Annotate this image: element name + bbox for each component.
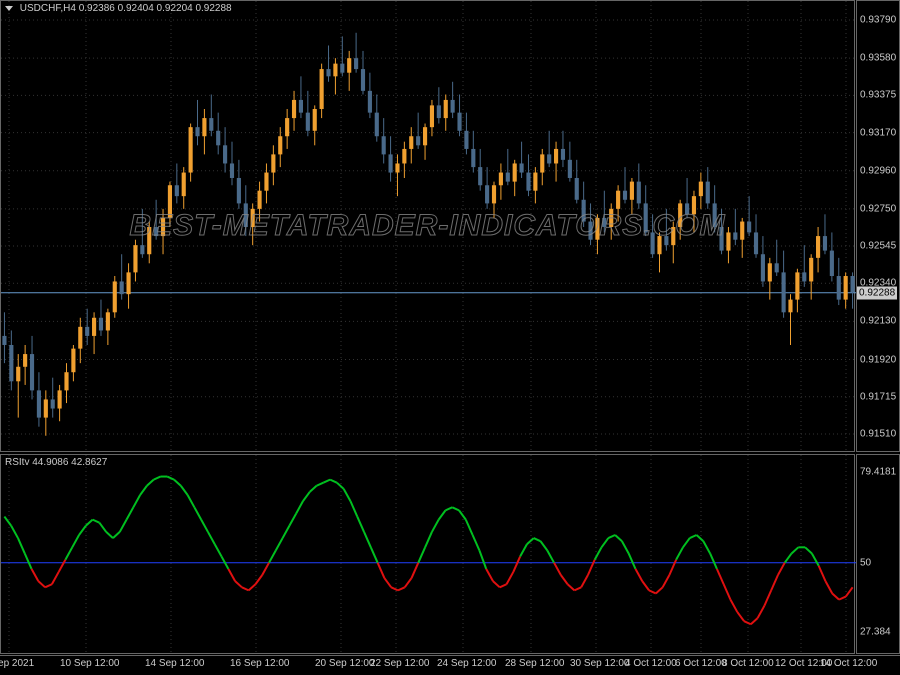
time-axis: 8 Sep 2021 10 Sep 12:00 14 Sep 12:00 16 Sep… [0,655,900,675]
time-tick: 30 Sep 12:00 [570,658,630,669]
time-tick: 28 Sep 12:00 [505,658,565,669]
indicator-axis: 79.4181 50 27.384 [856,454,900,654]
time-tick: 4 Oct 12:00 [625,658,677,669]
price-tick: 0.91510 [860,428,896,439]
time-tick: 16 Sep 12:00 [230,658,290,669]
chart-title: USDCHF,H4 0.92386 0.92404 0.92204 0.9228… [5,3,232,14]
price-tick: 0.93375 [860,90,896,101]
time-tick: 22 Sep 12:00 [370,658,430,669]
indicator-values: 44.9086 42.8627 [32,457,107,468]
price-tick: 0.92545 [860,241,896,252]
symbol-label: USDCHF,H4 [20,3,76,14]
price-chart-panel[interactable]: USDCHF,H4 0.92386 0.92404 0.92204 0.9228… [0,0,855,452]
price-tick: 0.92130 [860,316,896,327]
indicator-title: RSItv 44.9086 42.8627 [5,457,107,468]
price-axis: 0.93790 0.93580 0.93375 0.93170 0.92960 0.927… [856,0,900,452]
indicator-tick: 79.4181 [860,467,896,478]
watermark-text: BEST-METATRADER-INDICATORS.COM [129,209,725,243]
current-price-label: 0.92288 [857,286,897,299]
rsi-svg [1,455,856,655]
price-tick: 0.92960 [860,165,896,176]
price-tick: 0.93170 [860,127,896,138]
time-tick: 6 Oct 12:00 [675,658,727,669]
price-tick: 0.91715 [860,391,896,402]
chevron-down-icon[interactable] [5,6,13,11]
time-tick: 14 Oct 12:00 [820,658,877,669]
time-tick: 8 Oct 12:00 [722,658,774,669]
indicator-tick: 50 [860,557,871,568]
price-tick: 0.93580 [860,53,896,64]
time-tick: 24 Sep 12:00 [437,658,497,669]
ohlc-label: 0.92386 0.92404 0.92204 0.92288 [79,3,232,14]
price-tick: 0.93790 [860,15,896,26]
indicator-tick: 27.384 [860,627,891,638]
indicator-name: RSItv [5,457,29,468]
time-tick: 20 Sep 12:00 [315,658,375,669]
indicator-panel[interactable]: RSItv 44.9086 42.8627 [0,454,855,654]
time-tick: 10 Sep 12:00 [60,658,120,669]
price-tick: 0.91920 [860,354,896,365]
price-tick: 0.92750 [860,203,896,214]
time-tick: 8 Sep 2021 [0,658,34,669]
chart-container: USDCHF,H4 0.92386 0.92404 0.92204 0.9228… [0,0,900,675]
time-tick: 14 Sep 12:00 [145,658,205,669]
